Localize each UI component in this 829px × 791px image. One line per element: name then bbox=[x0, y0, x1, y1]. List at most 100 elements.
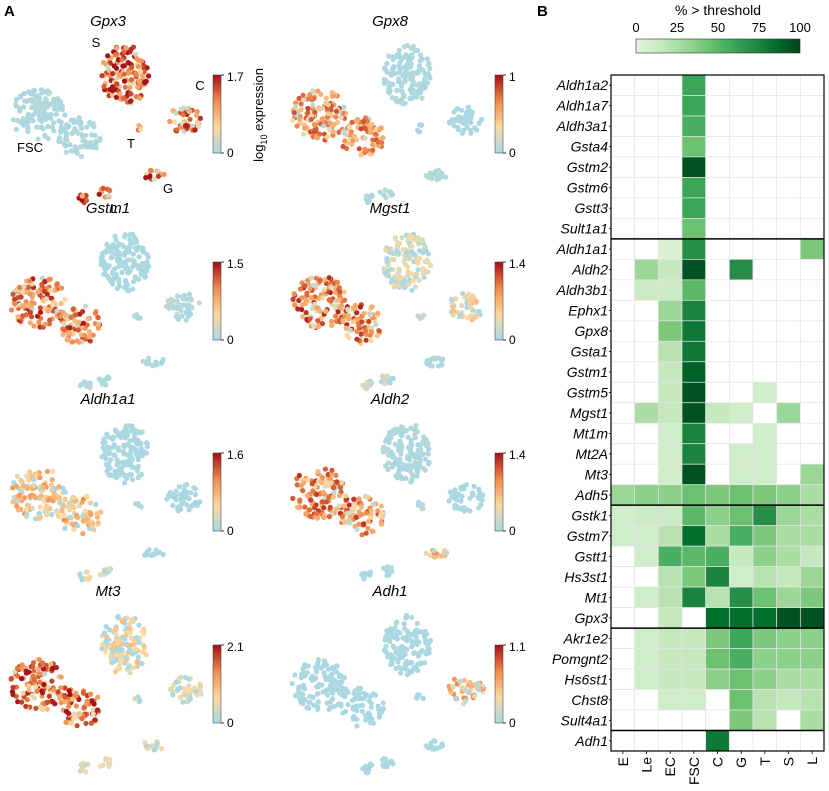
tsne-point bbox=[384, 573, 390, 579]
tsne-point bbox=[353, 514, 359, 521]
tsne-point bbox=[183, 317, 189, 323]
tsne-point bbox=[114, 286, 120, 292]
heatmap-cell bbox=[705, 361, 730, 383]
heatmap-cell bbox=[752, 484, 778, 506]
heatmap-cell bbox=[705, 463, 730, 486]
heatmap-cell bbox=[610, 525, 636, 547]
colorbar bbox=[494, 74, 504, 154]
tsne-point bbox=[301, 480, 307, 486]
tsne-point bbox=[122, 636, 128, 642]
tsne-point bbox=[310, 488, 316, 494]
tsne-point bbox=[151, 551, 157, 557]
tsne-point bbox=[180, 295, 187, 301]
tsne-point bbox=[17, 119, 23, 125]
tsne-point bbox=[405, 444, 411, 450]
heatmap-cell bbox=[705, 197, 730, 219]
heatmap-cell bbox=[705, 648, 730, 670]
tsne-point bbox=[49, 477, 55, 483]
heatmap-cell bbox=[776, 586, 801, 608]
tsne-point bbox=[75, 319, 81, 326]
tsne-point bbox=[170, 502, 176, 509]
heatmap-cell bbox=[705, 689, 730, 711]
tsne-point bbox=[321, 659, 328, 665]
tsne-point bbox=[196, 300, 202, 306]
tsne-point bbox=[56, 495, 63, 501]
tsne-point bbox=[146, 73, 152, 79]
tsne-title: Mgst1 bbox=[370, 200, 411, 217]
tsne-point bbox=[325, 102, 331, 108]
tsne-point bbox=[156, 549, 163, 555]
heatmap-cell bbox=[799, 443, 825, 465]
tsne-point bbox=[385, 88, 392, 95]
heatmap-cell bbox=[610, 607, 636, 629]
tsne-point bbox=[50, 308, 56, 314]
heatmap-cell bbox=[799, 320, 825, 342]
tsne-point bbox=[333, 686, 339, 692]
tsne-point bbox=[175, 504, 181, 510]
tsne-point bbox=[459, 107, 465, 113]
tsne-point bbox=[343, 709, 349, 715]
tsne-point bbox=[68, 148, 74, 154]
tsne-point bbox=[336, 285, 342, 291]
tsne-point bbox=[415, 452, 421, 458]
tsne-point bbox=[75, 327, 81, 333]
tsne-point bbox=[128, 77, 134, 83]
heatmap-cell bbox=[776, 136, 801, 158]
heatmap-cell bbox=[634, 545, 659, 567]
tsne-point bbox=[418, 446, 424, 453]
heatmap-cell bbox=[799, 566, 825, 588]
tsne-point bbox=[436, 167, 442, 173]
tsne-point bbox=[174, 127, 180, 133]
tsne-point bbox=[35, 289, 41, 295]
tsne-point bbox=[25, 119, 31, 125]
heatmap-cell bbox=[610, 689, 636, 711]
tsne-point bbox=[363, 193, 369, 199]
tsne-point bbox=[63, 719, 69, 725]
colorbar-min-label: 0 bbox=[509, 333, 516, 347]
tsne-point bbox=[382, 187, 388, 193]
heatmap-cell bbox=[634, 177, 659, 199]
tsne-point bbox=[135, 84, 141, 90]
heatmap-cell bbox=[705, 484, 730, 506]
tsne-point bbox=[83, 569, 89, 575]
tsne-point bbox=[354, 716, 360, 722]
tsne-point bbox=[345, 702, 351, 708]
tsne-point bbox=[330, 494, 336, 500]
heatmap-cell bbox=[776, 463, 801, 486]
heatmap-cell bbox=[634, 402, 659, 424]
tsne-point bbox=[311, 702, 317, 708]
tsne-point bbox=[315, 468, 321, 474]
heatmap-cell bbox=[728, 463, 754, 486]
tsne-point bbox=[422, 76, 428, 82]
cluster-label-fsc: FSC bbox=[17, 140, 43, 155]
tsne-point bbox=[77, 571, 83, 577]
heatmap-cell bbox=[728, 566, 754, 588]
tsne-point bbox=[83, 383, 90, 389]
tsne-point bbox=[463, 698, 469, 704]
tsne-point bbox=[389, 660, 395, 666]
tsne-point bbox=[417, 458, 423, 465]
tsne-point bbox=[134, 441, 141, 447]
tsne-point bbox=[310, 306, 316, 312]
heatmap-cell bbox=[634, 586, 659, 608]
colorbar-max-label: 1.6 bbox=[227, 448, 244, 462]
tsne-point bbox=[367, 125, 373, 131]
tsne-point bbox=[405, 671, 411, 677]
tsne-point bbox=[426, 459, 432, 466]
tsne-point bbox=[62, 685, 68, 691]
tsne-point bbox=[111, 442, 117, 448]
heatmap-cell bbox=[681, 668, 707, 690]
tsne-point bbox=[173, 110, 179, 117]
heatmap-cell bbox=[705, 545, 730, 567]
tsne-point bbox=[426, 60, 432, 67]
heatmap-cell bbox=[776, 709, 801, 731]
heatmap-cell bbox=[728, 361, 754, 383]
tsne-point bbox=[88, 691, 94, 697]
tsne-point bbox=[321, 514, 327, 521]
tsne-point bbox=[326, 275, 332, 281]
heatmap-cell bbox=[634, 648, 659, 670]
tsne-point bbox=[96, 376, 102, 382]
heatmap-cell bbox=[799, 340, 825, 363]
tsne-point bbox=[333, 506, 339, 512]
